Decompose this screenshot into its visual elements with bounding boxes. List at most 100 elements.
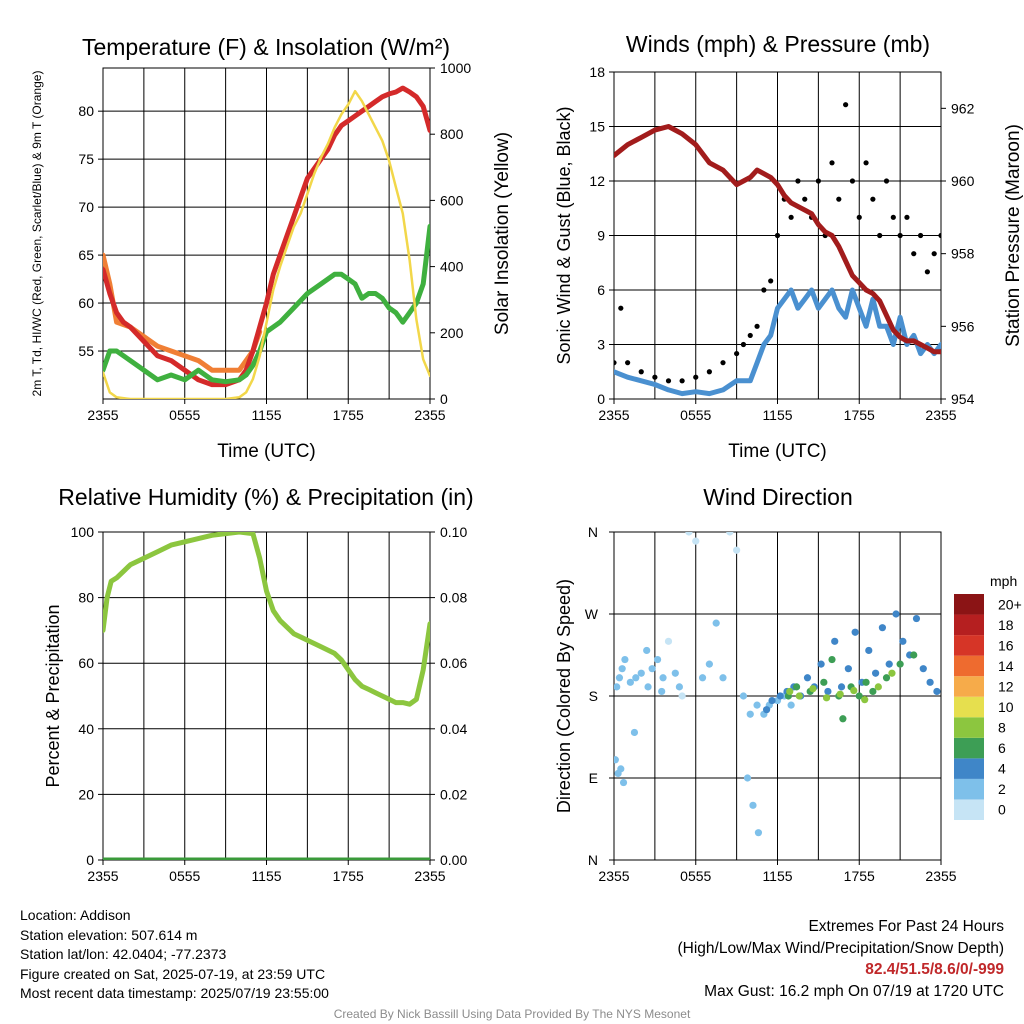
x-tick-label: 1755: [333, 868, 364, 884]
colorbar-label: 16: [998, 637, 1014, 653]
y2-axis-label: Solar Insolation (Yellow): [492, 132, 513, 335]
y2-tick-label: 0: [440, 391, 448, 407]
station-info: Location: Addison Station elevation: 507…: [20, 906, 329, 1004]
colorbar-swatch: [954, 758, 984, 779]
gust-point: [706, 369, 712, 375]
y-tick-label: 70: [78, 199, 94, 215]
gust-point: [638, 369, 644, 375]
x-tick-label: 1755: [844, 868, 875, 884]
wind-direction-point: [637, 669, 645, 677]
wind-direction-point: [617, 765, 625, 773]
wind-direction-point: [763, 706, 771, 714]
wind-direction-point: [892, 610, 900, 618]
wind-direction-point: [933, 687, 941, 696]
y-tick-label: E: [589, 770, 598, 786]
wind-direction-point: [885, 660, 893, 668]
gust-point: [614, 360, 617, 366]
wind-direction-point: [726, 532, 734, 536]
x-tick-label: 2355: [925, 868, 956, 884]
x-tick-label: 0555: [169, 407, 200, 423]
y2-tick-label: 954: [951, 391, 975, 407]
y2-axis-label: Station Pressure (Maroon): [1003, 124, 1024, 347]
wind-direction-point: [705, 660, 713, 668]
gust-point: [917, 232, 924, 239]
colorbar-label: 2: [998, 781, 1006, 797]
gust-point: [761, 287, 767, 293]
y2-tick-label: 0.04: [440, 721, 467, 737]
series-line-2m-t: [103, 85, 430, 388]
station-elevation: Station elevation: 507.614 m: [20, 926, 198, 943]
colorbar-swatch: [954, 614, 984, 636]
gust-point: [774, 232, 781, 239]
x-tick-label: 2355: [598, 868, 629, 884]
wind-direction-point: [698, 674, 707, 682]
recent-timestamp: Most recent data timestamp: 2025/07/19 2…: [20, 985, 329, 1002]
wind-direction-point: [643, 646, 651, 655]
gust-point: [747, 332, 753, 339]
series-line-sonic-wind: [614, 287, 941, 397]
y2-tick-label: 600: [440, 192, 464, 208]
wind-direction-point: [615, 674, 624, 682]
y-axis-label: 2m T, Td, HI/WC (Red, Green, Scarlet/Blu…: [30, 71, 44, 397]
wind-direction-point: [803, 674, 812, 682]
wind-direction-point: [855, 692, 863, 700]
x-tick-label: 2355: [87, 868, 118, 884]
y2-tick-label: 800: [440, 126, 464, 142]
wind-direction-point: [839, 715, 847, 723]
gust-point: [740, 341, 747, 348]
chart-panel-2: 2355 0555 1155 1755 235503691215189549569589…: [554, 31, 1024, 462]
gust-point: [904, 214, 910, 220]
colorbar-label: 10: [998, 699, 1014, 715]
wind-direction-point: [795, 692, 803, 700]
wind-direction-point: [809, 685, 817, 693]
x-tick-label: 2355: [414, 868, 445, 884]
wind-direction-point: [630, 728, 639, 737]
x-tick-label: 0555: [680, 407, 711, 423]
gust-point: [652, 374, 658, 380]
wind-direction-point: [872, 669, 880, 677]
gust-point: [931, 251, 937, 257]
wind-direction-point: [820, 678, 828, 686]
x-axis-label: Time (UTC): [728, 441, 827, 462]
y-tick-label: 6: [597, 282, 605, 298]
y2-tick-label: 0.08: [440, 590, 467, 606]
gust-point: [829, 160, 835, 166]
wind-direction-point: [882, 674, 891, 682]
wind-direction-point: [844, 665, 852, 673]
y2-tick-label: 400: [440, 259, 464, 275]
wind-direction-point: [792, 683, 801, 691]
wind-direction-point: [817, 660, 825, 668]
x-tick-label: 1155: [762, 407, 792, 423]
y2-tick-label: 0.06: [440, 655, 467, 671]
y-tick-label: 60: [78, 655, 94, 671]
wind-direction-point: [878, 624, 887, 632]
y2-tick-label: 0.02: [440, 786, 467, 802]
gust-point: [911, 251, 917, 257]
y-tick-label: 0: [86, 852, 94, 868]
wind-direction-point: [912, 614, 921, 623]
wind-direction-point: [654, 655, 662, 664]
colorbar-swatch: [954, 778, 984, 800]
wind-direction-point: [824, 687, 832, 696]
station-latlon: Station lat/lon: 42.0404; -77.2373: [20, 946, 227, 963]
wind-direction-point: [899, 637, 907, 645]
gust-point: [815, 178, 821, 184]
wind-direction-point: [614, 756, 619, 764]
wind-direction-point: [671, 669, 679, 677]
gust-point: [856, 214, 862, 220]
wind-direction-point: [861, 696, 869, 704]
y-tick-label: 0: [597, 391, 605, 407]
data-layer: [614, 102, 941, 397]
colorbar-swatch: [954, 594, 984, 615]
wind-direction-point: [776, 692, 784, 700]
gust-point: [720, 360, 726, 366]
y-tick-label: 100: [71, 524, 95, 540]
wind-direction-point: [836, 690, 844, 698]
wind-direction-point: [896, 660, 904, 668]
gust-point: [768, 278, 774, 284]
extremes-heading: Extremes For Past 24 Hours: [808, 918, 1004, 935]
y-tick-label: 40: [78, 721, 94, 737]
x-tick-label: 2355: [87, 407, 118, 423]
x-tick-label: 2355: [925, 407, 956, 423]
